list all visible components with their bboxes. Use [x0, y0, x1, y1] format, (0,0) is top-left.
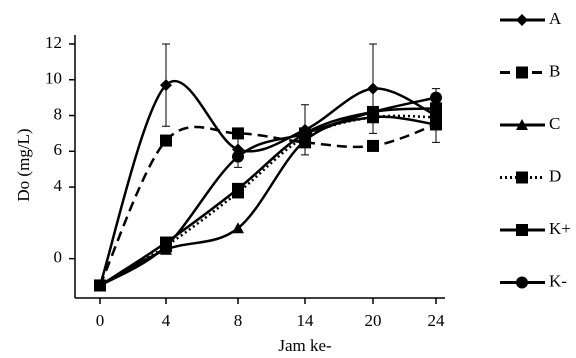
legend-label: C [549, 114, 560, 133]
y-tick-label: 10 [45, 69, 62, 88]
x-tick-label: 14 [297, 311, 315, 330]
point [299, 127, 311, 140]
legend-label: K+ [549, 219, 571, 238]
point [430, 102, 442, 115]
x-tick-label: 4 [162, 311, 171, 330]
legend-label: A [549, 9, 562, 28]
x-tick-label: 24 [428, 311, 446, 330]
y-tick-label: 0 [54, 248, 63, 267]
point [232, 150, 244, 163]
y-tick-label: 8 [54, 104, 63, 123]
point [160, 240, 172, 253]
x-tick-label: 0 [96, 311, 105, 330]
point [367, 82, 379, 95]
legend-marker [516, 119, 528, 130]
point [160, 134, 172, 147]
point [367, 105, 379, 118]
legend-label: K- [549, 271, 567, 290]
point [232, 182, 244, 195]
x-tick-label: 8 [234, 311, 243, 330]
point [367, 139, 379, 152]
point [232, 127, 244, 140]
point [430, 118, 442, 130]
point [430, 91, 442, 104]
y-tick-label: 6 [54, 140, 63, 159]
x-tick-label: 20 [365, 311, 382, 330]
y-axis-title: Do (mg/L) [14, 128, 33, 201]
y-tick-label: 4 [54, 176, 63, 195]
point [94, 279, 106, 292]
point [232, 222, 244, 234]
legend-marker [516, 171, 528, 184]
y-tick-label: 12 [45, 33, 62, 52]
legend-label: B [549, 61, 560, 80]
point [160, 79, 172, 92]
legend-marker [516, 66, 528, 79]
legend-label: D [549, 166, 561, 185]
legend-marker [516, 276, 528, 289]
x-axis-title: Jam ke- [278, 336, 332, 355]
legend-marker [516, 14, 528, 26]
series-line [98, 80, 437, 286]
legend-marker [516, 224, 528, 236]
